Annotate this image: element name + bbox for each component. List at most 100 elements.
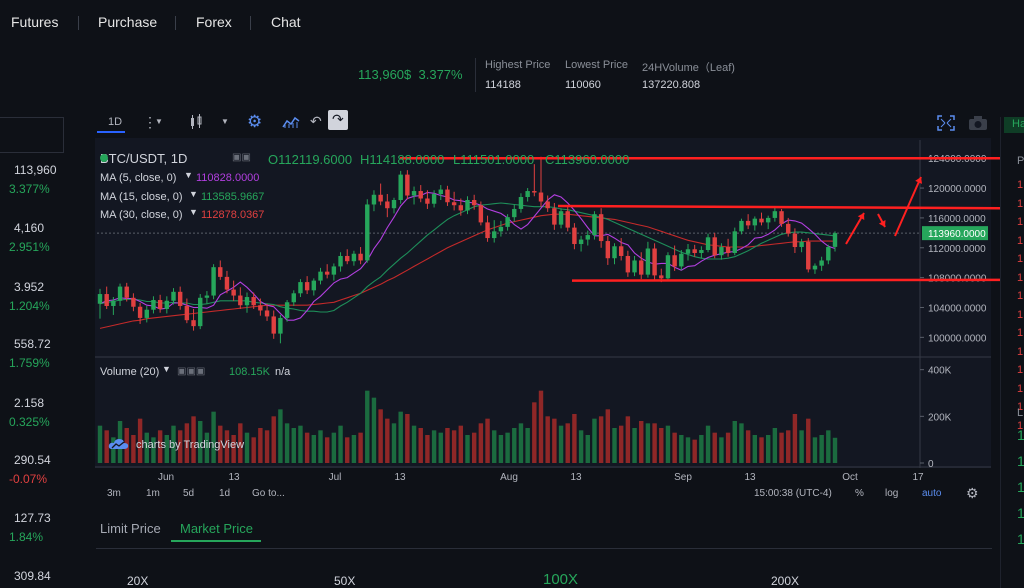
camera-icon[interactable] — [968, 115, 988, 131]
candle-body — [358, 253, 363, 261]
tab-market-price[interactable]: Market Price — [180, 521, 253, 536]
volume-bar — [699, 435, 704, 463]
top-nav: Futures Purchase Forex Chat — [0, 0, 1024, 46]
volume-bar — [578, 430, 584, 463]
market-price[interactable]: 113,960 — [14, 163, 57, 177]
nav-chat[interactable]: Chat — [271, 14, 301, 30]
order-book-price: 1 — [1017, 364, 1024, 376]
candle-body — [97, 294, 103, 304]
tradingview-cloud-icon — [108, 439, 129, 449]
more-vertical-icon[interactable]: ⋮ — [143, 114, 157, 130]
nav-forex[interactable]: Forex — [196, 14, 232, 30]
redo-button[interactable]: ↷ — [328, 110, 348, 130]
market-price[interactable]: 290.54 — [14, 453, 51, 467]
legend-buttons[interactable]: ▣▣ — [232, 152, 251, 163]
time-tick-label: 13 — [394, 472, 406, 483]
order-book-tab[interactable]: Ha — [1004, 117, 1024, 133]
auto-toggle[interactable]: auto — [922, 488, 942, 499]
market-price[interactable]: 309.84 — [14, 569, 51, 583]
chart-time[interactable]: 15:00:38 (UTC-4) — [754, 488, 832, 499]
chart-symbol: BTC/USDT, 1D — [100, 151, 188, 166]
candle-body — [786, 223, 791, 234]
order-book-price: 1 — [1017, 419, 1024, 432]
fullscreen-icon[interactable] — [937, 115, 955, 131]
volume-bar — [765, 435, 771, 463]
log-toggle[interactable]: log — [885, 488, 899, 499]
volume-bar — [418, 428, 423, 463]
range-1m[interactable]: 1m — [146, 488, 160, 499]
current-price-label: 113960.0000 — [928, 229, 986, 240]
legend-buttons[interactable]: ▣▣▣ — [177, 366, 206, 377]
candle-body — [699, 250, 704, 253]
interval-button[interactable]: 1D — [108, 116, 123, 128]
chevron-down-icon[interactable]: ▼ — [162, 364, 171, 374]
volume-bar — [558, 425, 564, 463]
candle-body — [498, 226, 504, 232]
candlestick-icon[interactable] — [189, 114, 203, 130]
ticker-change: 3.377% — [418, 67, 463, 82]
order-book-price: 1 — [1017, 345, 1024, 358]
order-book-price: 1 — [1017, 234, 1024, 247]
volume-bar — [144, 432, 149, 463]
volume-bar — [786, 430, 791, 463]
chevron-down-icon[interactable]: ▼ — [221, 117, 229, 126]
volume-bar — [772, 428, 778, 463]
candle-body — [659, 275, 664, 279]
chevron-down-icon[interactable]: ▼ — [189, 207, 198, 217]
candle-body — [338, 255, 343, 267]
candle-body — [411, 191, 417, 196]
ma5-label: MA (5, close, 0) — [100, 172, 177, 184]
candle-body — [578, 239, 584, 245]
arrow-up-2-head — [915, 177, 923, 184]
leverage-100x[interactable]: 100X — [543, 571, 579, 588]
price-tick-label: 124000.0000 — [928, 154, 987, 165]
volume-bar — [806, 418, 811, 463]
volume-bar — [485, 418, 490, 463]
market-price[interactable]: 3.952 — [14, 280, 45, 294]
volume-bar — [685, 437, 691, 463]
range-3m[interactable]: 3m — [107, 488, 121, 499]
candle-body — [345, 255, 350, 262]
market-price[interactable]: 4,160 — [14, 221, 45, 235]
volume-bar — [672, 432, 677, 463]
chevron-down-icon[interactable]: ▼ — [155, 117, 163, 126]
candle-body — [298, 282, 303, 294]
candle-body — [471, 199, 477, 206]
leverage-200x[interactable]: 200X — [771, 574, 800, 588]
candle-body — [218, 267, 223, 277]
market-price[interactable]: 558.72 — [14, 337, 51, 351]
order-book-price: 1 — [1017, 271, 1024, 284]
time-tick-label: Jun — [158, 472, 174, 483]
chevron-down-icon[interactable]: ▼ — [184, 170, 193, 180]
gear-icon[interactable]: ⚙ — [247, 112, 263, 131]
percent-toggle[interactable]: % — [855, 488, 864, 499]
candle-body — [532, 191, 537, 193]
nav-purchase[interactable]: Purchase — [98, 14, 158, 30]
gear-icon[interactable]: ⚙ — [966, 485, 979, 501]
order-book-price: 1 — [1017, 179, 1024, 191]
nav-futures[interactable]: Futures — [11, 14, 59, 30]
candle-body — [251, 297, 256, 306]
indicators-icon[interactable] — [282, 115, 300, 129]
volume-bar — [451, 430, 457, 463]
range-5d[interactable]: 5d — [183, 488, 195, 499]
stat-divider — [475, 58, 476, 92]
volume-bar — [832, 437, 838, 463]
tab-limit-price[interactable]: Limit Price — [100, 521, 161, 536]
tradingview-brand[interactable]: charts by TradingView — [136, 439, 245, 451]
candle-body — [572, 227, 577, 245]
undo-icon[interactable]: ↶ — [310, 113, 322, 129]
candle-body — [177, 291, 183, 306]
market-price[interactable]: 2.158 — [14, 396, 45, 410]
go-to-button[interactable]: Go to... — [252, 488, 285, 499]
volume-bar — [471, 432, 477, 463]
market-price[interactable]: 127.73 — [14, 511, 51, 525]
leverage-50x[interactable]: 50X — [334, 574, 356, 588]
chevron-down-icon[interactable]: ▼ — [189, 189, 198, 199]
range-1d[interactable]: 1d — [219, 488, 231, 499]
candle-body — [418, 191, 423, 199]
leverage-20x[interactable]: 20X — [127, 574, 149, 588]
volume-bar — [111, 437, 116, 463]
market-list-header[interactable] — [0, 117, 64, 153]
